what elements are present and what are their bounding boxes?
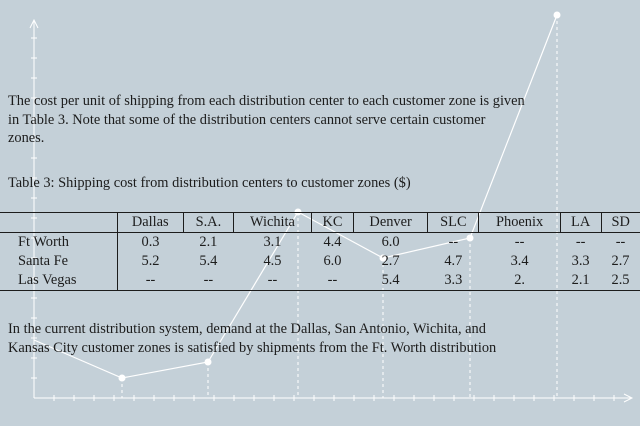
table-header-row: Dallas S.A. Wichita KC Denver SLC Phoeni… [0, 212, 640, 233]
intro-paragraph: The cost per unit of shipping from each … [8, 93, 525, 146]
table-row: Las Vegas -- -- -- -- 5.4 3.3 2. 2.1 2.5 [0, 271, 640, 291]
shipping-cost-table: Dallas S.A. Wichita KC Denver SLC Phoeni… [0, 212, 640, 291]
column-header: Denver [352, 212, 428, 233]
overlay-y-arrow [29, 18, 39, 29]
column-header: Wichita [232, 212, 312, 233]
overlay-point [118, 374, 126, 382]
column-header: SLC [427, 212, 479, 233]
table-cell: 3.1 [263, 234, 282, 250]
table-cell: 4.4 [323, 234, 342, 250]
table-cell: 4.7 [444, 253, 463, 269]
table-cell: 6.0 [381, 234, 400, 250]
table-cell: -- [116, 271, 184, 291]
table-row: Santa Fe 5.2 5.4 4.5 6.0 2.7 4.7 3.4 3.3… [0, 252, 640, 271]
table-cell: 2.1 [560, 271, 602, 291]
table-cell: 0.3 [116, 232, 184, 252]
table-cell: 2.1 [199, 234, 218, 250]
overlay-point [553, 11, 561, 19]
table-cell: 3.3 [571, 253, 590, 269]
table-cell: 6.0 [323, 253, 342, 269]
table-cell: 2.5 [601, 271, 640, 291]
table-cell: 2. [478, 271, 561, 291]
column-header: Phoenix [478, 212, 561, 233]
row-label: Ft Worth [18, 234, 69, 250]
table-cell: -- [615, 234, 626, 250]
column-header: KC [311, 212, 354, 233]
column-header: S.A. [182, 212, 234, 233]
row-label: Santa Fe [18, 253, 68, 269]
overlay-point [204, 358, 212, 366]
table-cell: -- [311, 271, 354, 291]
column-header: LA [559, 212, 602, 233]
table-cell: -- [575, 234, 586, 250]
table-cell: -- [448, 234, 459, 250]
current-system-paragraph: In the current distribution system, dema… [8, 321, 497, 356]
table-caption: Table 3: Shipping cost from distribution… [8, 175, 411, 191]
table-row: Ft Worth 0.3 2.1 3.1 4.4 6.0 -- -- -- -- [0, 232, 640, 252]
table-corner-cell [0, 212, 118, 233]
table-cell: 5.4 [353, 271, 428, 291]
table-cell: 4.5 [263, 253, 282, 269]
table-cell: 2.7 [381, 253, 400, 269]
row-label: Las Vegas [0, 271, 118, 291]
table-cell: -- [514, 234, 525, 250]
table-cell: 2.7 [611, 253, 630, 269]
overlay-x-arrow [623, 393, 634, 403]
table-cell: -- [183, 271, 234, 291]
table-cell: 3.3 [427, 271, 479, 291]
table-cell: 5.2 [116, 252, 184, 271]
column-header: Dallas [116, 212, 184, 233]
table-cell: 3.4 [510, 253, 529, 269]
table-cell: -- [233, 271, 312, 291]
column-header: SD [600, 212, 640, 233]
table-cell: 5.4 [199, 253, 218, 269]
